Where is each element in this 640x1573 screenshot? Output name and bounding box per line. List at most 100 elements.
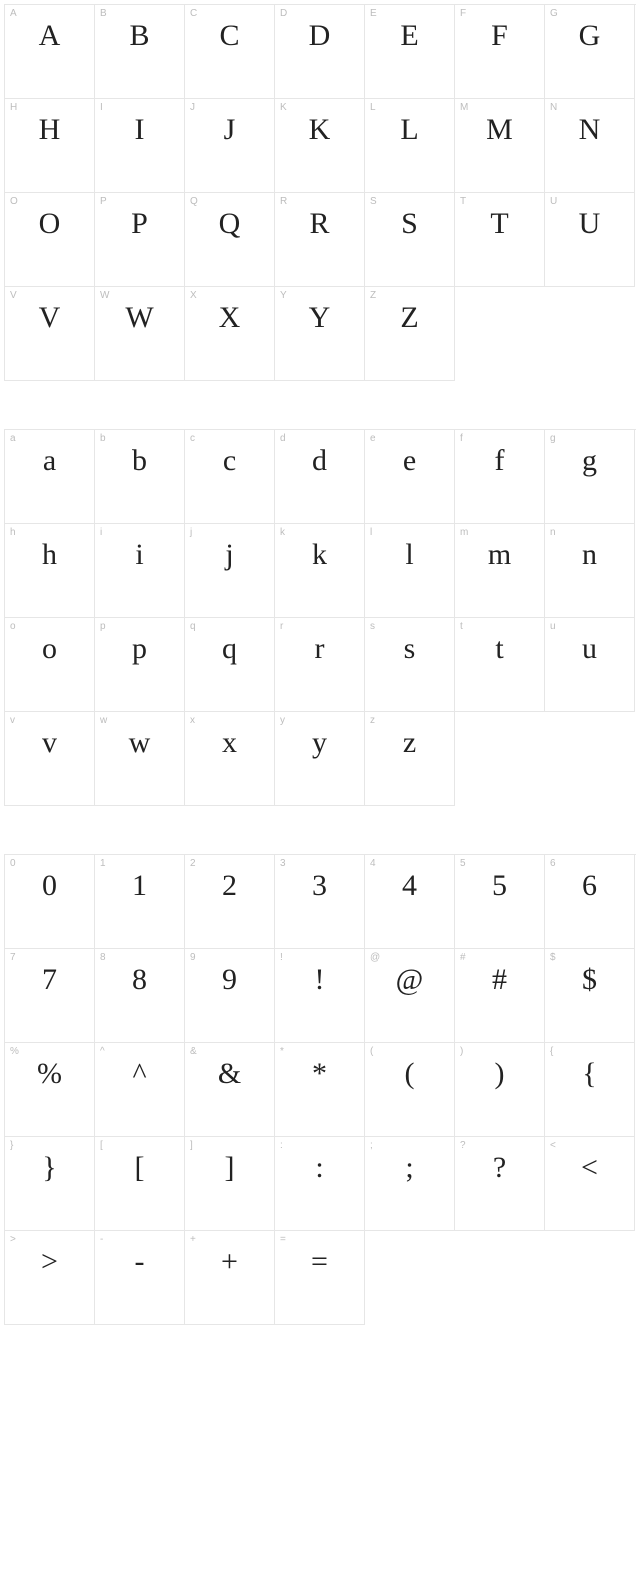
glyph-cell: SS	[365, 193, 455, 287]
cell-glyph: p	[95, 634, 184, 664]
glyph-cell: ##	[455, 949, 545, 1043]
cell-glyph: n	[545, 540, 634, 570]
cell-key-label: m	[460, 527, 468, 538]
cell-glyph: a	[5, 446, 94, 476]
cell-key-label: N	[550, 102, 557, 113]
cell-key-label: R	[280, 196, 287, 207]
cell-glyph: E	[365, 21, 454, 51]
glyph-cell: DD	[275, 5, 365, 99]
cell-glyph: O	[5, 209, 94, 239]
cell-key-label: U	[550, 196, 557, 207]
cell-key-label: M	[460, 102, 468, 113]
cell-key-label: ^	[100, 1046, 105, 1057]
glyph-cell: aa	[5, 430, 95, 524]
glyph-cell: yy	[275, 712, 365, 806]
glyph-cell: ??	[455, 1137, 545, 1231]
cell-key-label: C	[190, 8, 197, 19]
cell-glyph: $	[545, 965, 634, 995]
cell-key-label: i	[100, 527, 102, 538]
cell-glyph: u	[545, 634, 634, 664]
grid-section-uppercase: AABBCCDDEEFFGGHHIIJJKKLLMMNNOOPPQQRRSSTT…	[4, 4, 636, 381]
cell-key-label: n	[550, 527, 556, 538]
glyph-cell: $$	[545, 949, 635, 1043]
cell-glyph: -	[95, 1247, 184, 1277]
cell-glyph: d	[275, 446, 364, 476]
glyph-cell: WW	[95, 287, 185, 381]
cell-key-label: Y	[280, 290, 287, 301]
cell-key-label: c	[190, 433, 195, 444]
cell-key-label: 8	[100, 952, 106, 963]
cell-key-label: *	[280, 1046, 284, 1057]
cell-key-label: z	[370, 715, 375, 726]
character-map-root: AABBCCDDEEFFGGHHIIJJKKLLMMNNOOPPQQRRSSTT…	[4, 4, 636, 1325]
cell-glyph: o	[5, 634, 94, 664]
glyph-cell: ]]	[185, 1137, 275, 1231]
glyph-cell: ZZ	[365, 287, 455, 381]
glyph-cell: NN	[545, 99, 635, 193]
cell-key-label: V	[10, 290, 17, 301]
cell-glyph: ]	[185, 1153, 274, 1183]
glyph-cell: 11	[95, 855, 185, 949]
glyph-cell: 33	[275, 855, 365, 949]
glyph-cell: pp	[95, 618, 185, 712]
cell-glyph: 2	[185, 871, 274, 901]
glyph-cell: 44	[365, 855, 455, 949]
glyph-cell: rr	[275, 618, 365, 712]
cell-key-label: #	[460, 952, 466, 963]
cell-glyph: S	[365, 209, 454, 239]
cell-glyph: 9	[185, 965, 274, 995]
cell-glyph: 6	[545, 871, 634, 901]
cell-key-label: b	[100, 433, 106, 444]
cell-key-label: D	[280, 8, 287, 19]
cell-key-label: 0	[10, 858, 16, 869]
glyph-cell: uu	[545, 618, 635, 712]
cell-key-label: Z	[370, 290, 376, 301]
cell-key-label: P	[100, 196, 107, 207]
glyph-cell: bb	[95, 430, 185, 524]
cell-key-label: t	[460, 621, 463, 632]
cell-key-label: o	[10, 621, 16, 632]
cell-glyph: I	[95, 115, 184, 145]
cell-glyph: t	[455, 634, 544, 664]
cell-glyph: s	[365, 634, 454, 664]
glyph-cell: 88	[95, 949, 185, 1043]
cell-glyph: F	[455, 21, 544, 51]
cell-glyph: B	[95, 21, 184, 51]
cell-key-label: K	[280, 102, 287, 113]
glyph-cell: kk	[275, 524, 365, 618]
cell-glyph: @	[365, 965, 454, 995]
cell-glyph: V	[5, 303, 94, 333]
cell-glyph: f	[455, 446, 544, 476]
cell-glyph: 8	[95, 965, 184, 995]
cell-key-label: j	[190, 527, 192, 538]
cell-key-label: I	[100, 102, 103, 113]
glyph-cell: %%	[5, 1043, 95, 1137]
cell-key-label: B	[100, 8, 107, 19]
cell-key-label: F	[460, 8, 466, 19]
cell-key-label: >	[10, 1234, 16, 1245]
glyph-cell: nn	[545, 524, 635, 618]
cell-glyph: Z	[365, 303, 454, 333]
glyph-cell: ss	[365, 618, 455, 712]
cell-glyph: R	[275, 209, 364, 239]
glyph-cell: jj	[185, 524, 275, 618]
glyph-cell: !!	[275, 949, 365, 1043]
cell-key-label: }	[10, 1140, 13, 1151]
glyph-cell: ==	[275, 1231, 365, 1325]
cell-glyph: T	[455, 209, 544, 239]
cell-glyph: Q	[185, 209, 274, 239]
grid-section-numbers-symbols: 00112233445566778899!!@@##$$%%^^&&**(())…	[4, 854, 636, 1325]
cell-glyph: 1	[95, 871, 184, 901]
glyph-cell: EE	[365, 5, 455, 99]
glyph-cell: @@	[365, 949, 455, 1043]
cell-key-label: Q	[190, 196, 198, 207]
cell-glyph: :	[275, 1153, 364, 1183]
glyph-cell: GG	[545, 5, 635, 99]
cell-key-label: ]	[190, 1140, 193, 1151]
cell-glyph: P	[95, 209, 184, 239]
cell-key-label: G	[550, 8, 558, 19]
cell-glyph: }	[5, 1153, 94, 1183]
cell-glyph: ;	[365, 1153, 454, 1183]
cell-key-label: 3	[280, 858, 286, 869]
cell-glyph: r	[275, 634, 364, 664]
